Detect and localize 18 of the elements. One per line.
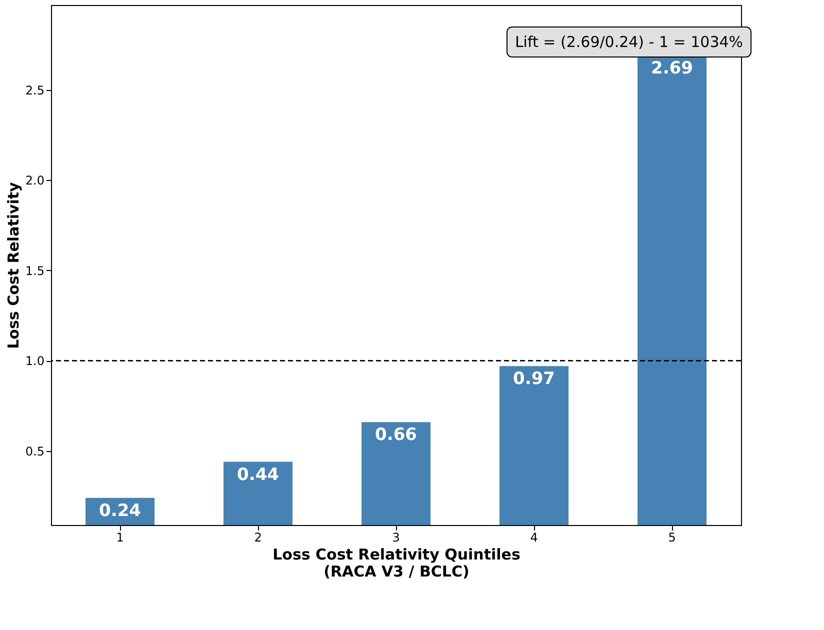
data-label: 2.69 (651, 58, 693, 79)
annotation: Lift = (2.69/0.24) - 1 = 1034% (514, 33, 744, 51)
data-label: 0.44 (237, 464, 280, 485)
x-axis-title: Loss Cost Relativity Quintiles (RACA V3 / BCLC) (272, 546, 520, 580)
data-label: 0.66 (375, 425, 417, 446)
x-tick-label: 3 (392, 530, 400, 544)
y-tick-label: 2.5 (25, 83, 44, 98)
y-axis-title: Loss Cost Relativity (4, 182, 22, 349)
x-tick-label: 4 (530, 530, 538, 544)
x-tick-label: 2 (254, 530, 262, 544)
y-tick-label: 0.5 (25, 444, 44, 458)
y-tick-label: 2.0 (25, 174, 44, 188)
y-tick-label: 1.0 (25, 354, 44, 368)
data-label: 0.24 (99, 500, 142, 521)
x-tick-label: 5 (668, 530, 676, 544)
data-label: 0.97 (513, 369, 555, 390)
y-tick-label: 1.5 (25, 264, 44, 278)
x-tick-label: 1 (116, 530, 124, 544)
